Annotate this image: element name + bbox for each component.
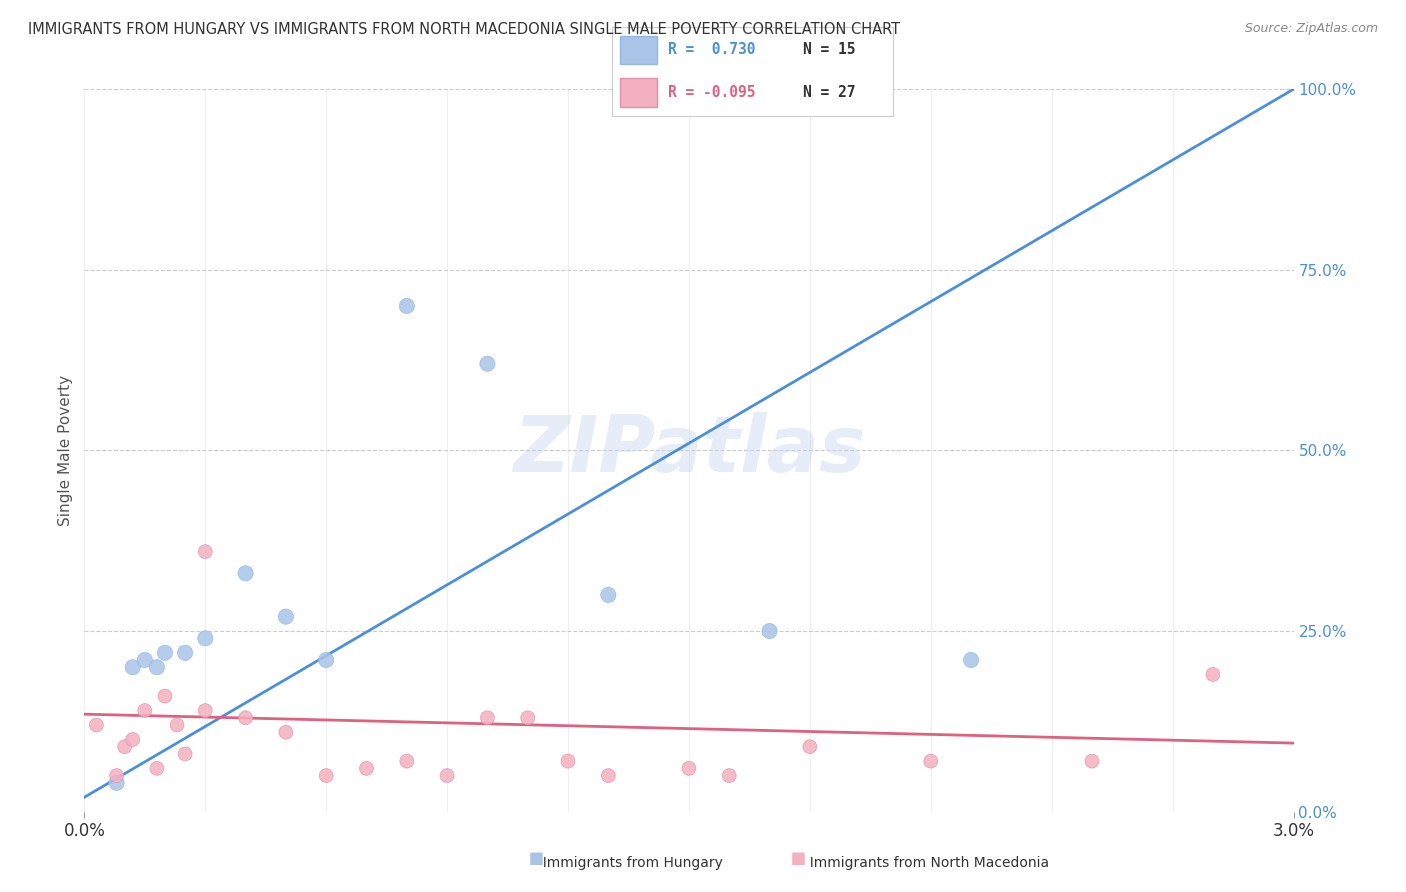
Point bbox=[315, 769, 337, 783]
Point bbox=[395, 754, 418, 768]
Point bbox=[477, 357, 499, 371]
Point bbox=[166, 718, 188, 732]
Bar bbox=[620, 78, 657, 107]
Point bbox=[274, 609, 297, 624]
Point bbox=[114, 739, 136, 754]
Point bbox=[153, 646, 176, 660]
Point bbox=[516, 711, 538, 725]
Point bbox=[1081, 754, 1104, 768]
Point bbox=[134, 704, 156, 718]
Point bbox=[105, 776, 128, 790]
Point bbox=[718, 769, 741, 783]
Point bbox=[557, 754, 579, 768]
Point bbox=[174, 747, 197, 761]
Point bbox=[477, 711, 499, 725]
Point bbox=[146, 761, 169, 775]
Point bbox=[86, 718, 108, 732]
Point bbox=[315, 653, 337, 667]
Text: N = 15: N = 15 bbox=[803, 43, 855, 57]
Text: Immigrants from North Macedonia: Immigrants from North Macedonia bbox=[801, 855, 1049, 870]
Text: Source: ZipAtlas.com: Source: ZipAtlas.com bbox=[1244, 22, 1378, 36]
Point bbox=[395, 299, 418, 313]
Point bbox=[758, 624, 780, 639]
Text: IMMIGRANTS FROM HUNGARY VS IMMIGRANTS FROM NORTH MACEDONIA SINGLE MALE POVERTY C: IMMIGRANTS FROM HUNGARY VS IMMIGRANTS FR… bbox=[28, 22, 900, 37]
Point bbox=[274, 725, 297, 739]
Text: R =  0.730: R = 0.730 bbox=[668, 43, 755, 57]
Point bbox=[153, 689, 176, 703]
Point bbox=[174, 646, 197, 660]
Point bbox=[134, 653, 156, 667]
Point bbox=[121, 732, 143, 747]
Text: ▪: ▪ bbox=[527, 846, 544, 870]
Point bbox=[598, 769, 620, 783]
Point bbox=[105, 769, 128, 783]
Point bbox=[146, 660, 169, 674]
Point bbox=[356, 761, 378, 775]
Point bbox=[121, 660, 143, 674]
Point bbox=[799, 739, 821, 754]
Point bbox=[436, 769, 458, 783]
Text: ▪: ▪ bbox=[790, 846, 807, 870]
Point bbox=[678, 761, 700, 775]
Text: N = 27: N = 27 bbox=[803, 86, 855, 100]
Point bbox=[960, 653, 983, 667]
Text: Immigrants from Hungary: Immigrants from Hungary bbox=[534, 855, 723, 870]
Point bbox=[194, 704, 217, 718]
Text: R = -0.095: R = -0.095 bbox=[668, 86, 755, 100]
Bar bbox=[620, 36, 657, 64]
Point bbox=[235, 566, 257, 581]
Point bbox=[1202, 667, 1225, 681]
Point bbox=[598, 588, 620, 602]
Point bbox=[194, 632, 217, 646]
Y-axis label: Single Male Poverty: Single Male Poverty bbox=[58, 375, 73, 526]
Point bbox=[235, 711, 257, 725]
Point bbox=[920, 754, 942, 768]
Text: ZIPatlas: ZIPatlas bbox=[513, 412, 865, 489]
Point bbox=[194, 544, 217, 558]
